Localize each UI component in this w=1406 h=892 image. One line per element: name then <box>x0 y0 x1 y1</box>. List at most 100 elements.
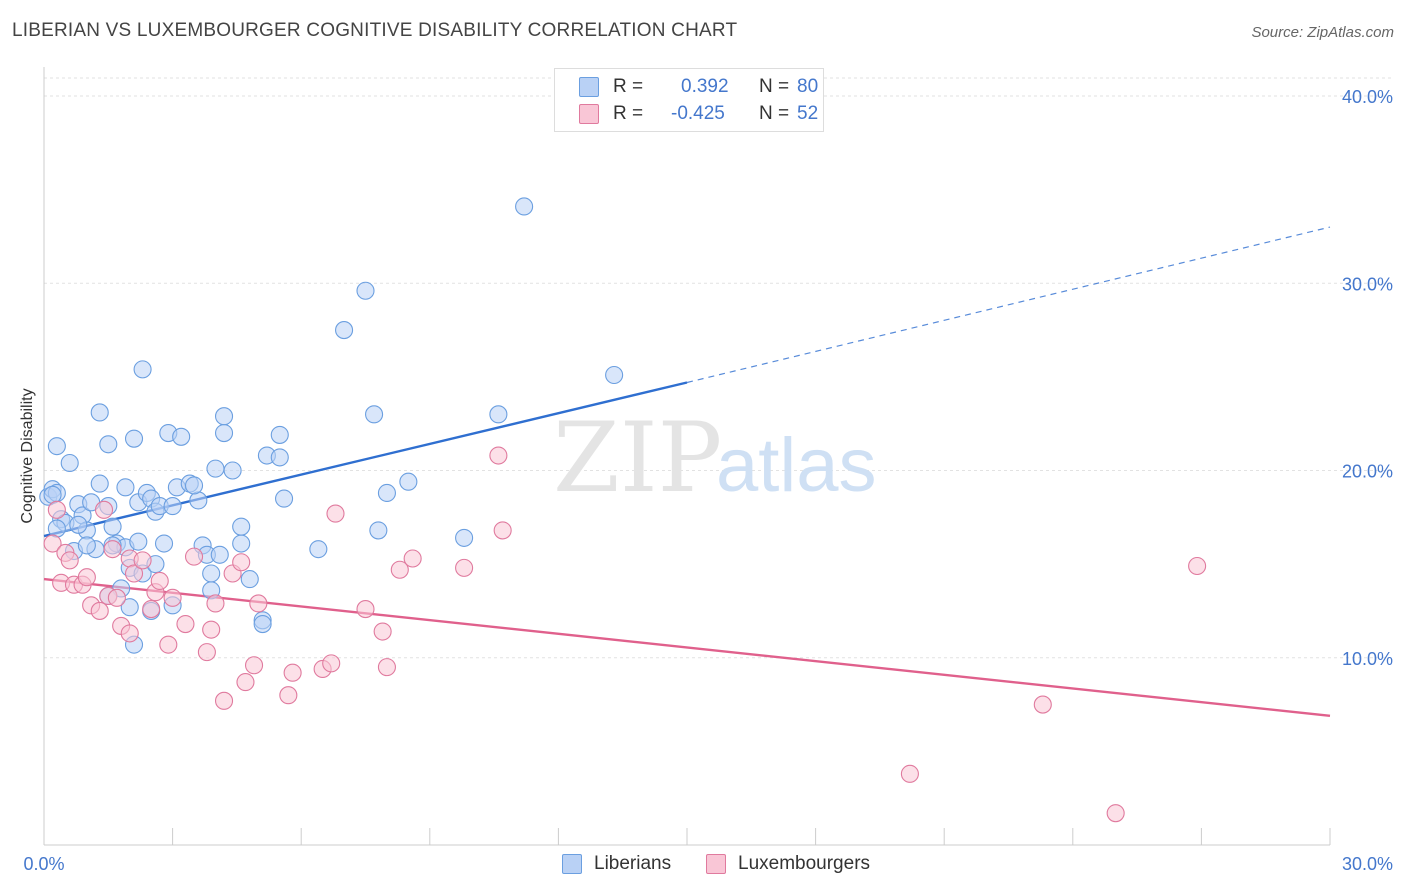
data-point <box>279 686 298 705</box>
data-point <box>103 540 122 559</box>
y-tick-label: 40.0% <box>1342 87 1393 107</box>
data-point <box>232 517 251 536</box>
data-point <box>133 551 152 570</box>
y-tick-label: 10.0% <box>1342 649 1393 669</box>
trend-line-luxembourgers <box>43 577 1331 717</box>
data-point <box>356 281 375 300</box>
data-point <box>43 534 62 553</box>
data-point <box>197 643 216 662</box>
legend-n-label: N = <box>759 103 790 124</box>
data-point <box>236 673 255 692</box>
data-point <box>223 461 242 480</box>
data-point <box>270 425 289 444</box>
data-point <box>356 600 375 619</box>
data-point <box>77 568 96 587</box>
data-point <box>60 453 79 473</box>
data-point <box>214 423 234 443</box>
bottom-legend-label: Luxembourgers <box>738 853 871 874</box>
correlation-legend: R = 0.392 N = 80 R = -0.425 N = 52 <box>554 68 824 132</box>
data-point <box>1106 804 1125 823</box>
data-point <box>605 365 624 385</box>
data-point <box>270 448 289 467</box>
chart-title: LIBERIAN VS LUXEMBOURGER COGNITIVE DISAB… <box>12 20 738 41</box>
data-point <box>900 764 919 783</box>
legend-r-value: 0.392 <box>681 76 729 97</box>
data-point <box>214 691 234 710</box>
data-point <box>120 598 139 617</box>
data-point <box>240 570 259 589</box>
data-point <box>103 517 122 536</box>
data-point <box>326 504 345 523</box>
data-point <box>283 663 302 682</box>
watermark-zip: ZIP <box>553 402 722 514</box>
data-point <box>184 547 204 566</box>
y-tick-label: 20.0% <box>1342 462 1393 482</box>
tick-labels: 10.0% 20.0% 30.0% 40.0% 0.0% 30.0% <box>23 87 1393 874</box>
legend-n-label: N = <box>759 76 790 97</box>
data-point <box>124 564 144 583</box>
data-point <box>377 483 396 503</box>
trend-line-extension <box>686 226 1331 384</box>
data-point <box>455 528 474 547</box>
data-point <box>214 407 234 426</box>
data-points <box>39 197 1207 823</box>
data-point <box>172 427 191 446</box>
data-point <box>335 321 354 340</box>
data-point <box>309 540 328 559</box>
data-point <box>94 500 114 519</box>
bottom-legend-swatch-pink <box>706 854 726 874</box>
axes <box>43 67 1331 846</box>
data-point <box>489 405 508 424</box>
legend-n-value: 52 <box>797 103 819 124</box>
data-point <box>163 588 182 607</box>
data-point <box>176 614 195 634</box>
data-point <box>390 560 409 579</box>
data-point <box>202 620 221 639</box>
data-point <box>159 635 178 654</box>
data-point <box>244 656 264 675</box>
data-point <box>107 588 126 607</box>
data-point <box>253 614 272 634</box>
data-point <box>1188 556 1207 576</box>
data-point <box>150 571 169 591</box>
data-point <box>455 558 474 577</box>
watermark: ZIP atlas <box>553 402 877 514</box>
data-point <box>232 553 251 572</box>
data-point <box>90 474 109 493</box>
data-point <box>124 429 144 448</box>
data-point <box>322 654 341 673</box>
data-point <box>489 446 508 465</box>
series-luxembourgers <box>43 446 1207 823</box>
data-point <box>47 519 66 538</box>
data-point <box>206 594 225 613</box>
data-point <box>69 515 88 534</box>
data-point <box>515 197 534 216</box>
data-point <box>120 624 139 643</box>
data-point <box>90 403 109 422</box>
data-point <box>365 405 384 424</box>
data-point <box>154 534 174 553</box>
data-point <box>116 478 135 497</box>
data-point <box>202 564 221 583</box>
data-point <box>184 476 204 495</box>
legend-n-value: 80 <box>797 76 819 97</box>
legend-r-value: -0.425 <box>671 103 725 124</box>
data-point <box>232 534 251 553</box>
y-axis-label: Cognitive Disability <box>19 388 36 524</box>
data-point <box>99 435 118 454</box>
data-point <box>249 594 268 613</box>
data-point <box>275 489 294 508</box>
data-point <box>403 549 422 568</box>
data-point <box>189 491 208 510</box>
x-tick-label: 30.0% <box>1342 854 1393 874</box>
data-point <box>369 521 388 540</box>
watermark-atlas: atlas <box>716 423 877 508</box>
x-tick-label: 0.0% <box>23 854 64 874</box>
data-point <box>210 545 229 564</box>
series-liberians <box>39 197 624 654</box>
legend-swatch-blue <box>579 77 599 97</box>
data-point <box>90 601 109 620</box>
data-point <box>493 521 512 540</box>
data-point <box>129 532 148 551</box>
legend-swatch-pink <box>579 104 599 124</box>
